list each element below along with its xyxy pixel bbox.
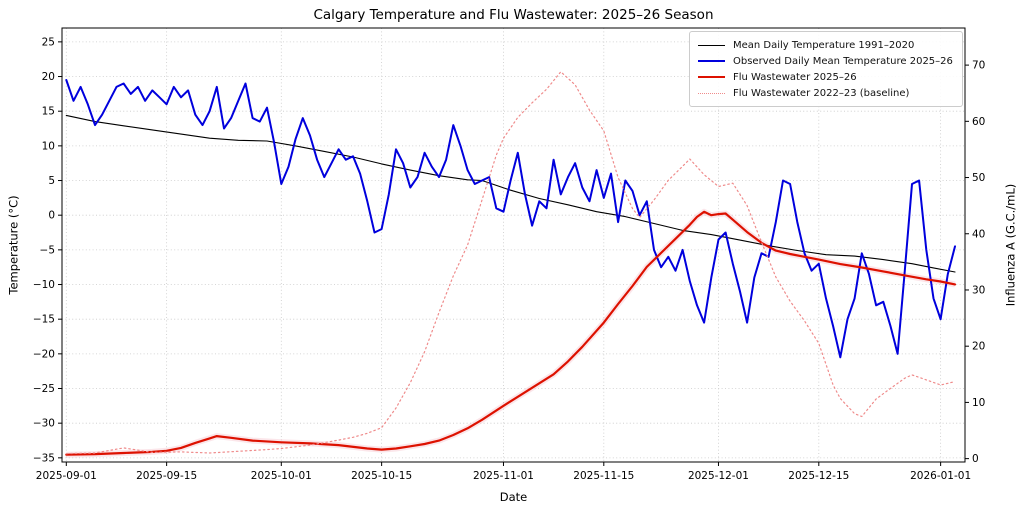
x-tick-label: 2025-09-01 — [36, 470, 97, 482]
y-left-tick-label: −30 — [33, 418, 55, 430]
x-tick-label: 2025-11-01 — [473, 470, 534, 482]
y-left-tick-label: −25 — [33, 383, 55, 395]
y-right-tick-label: 0 — [972, 453, 979, 465]
series-line-observed_temp_2025_26 — [65, 79, 956, 359]
legend-line-sample — [698, 92, 725, 94]
legend: Mean Daily Temperature 1991–2020 Observe… — [689, 31, 963, 107]
y-left-tick-label: 10 — [42, 140, 55, 152]
legend-item: Mean Daily Temperature 1991–2020 — [698, 37, 954, 53]
y-right-tick-label: 20 — [972, 341, 985, 353]
y-left-tick-label: −35 — [33, 452, 55, 464]
y-left-tick-label: 0 — [48, 210, 55, 222]
x-axis-label: Date — [499, 490, 528, 504]
x-tick-label: 2025-11-15 — [573, 470, 634, 482]
series-line-flu_2025_26 — [65, 210, 957, 456]
x-tick-label: 2025-10-15 — [351, 470, 412, 482]
y-left-tick-label: 20 — [42, 71, 55, 83]
y-axis-label-right-wrap: Influenza A (G.C./mL) — [998, 28, 1022, 462]
flu-band — [66, 208, 956, 458]
legend-line-sample — [698, 44, 725, 46]
legend-item-label: Flu Wastewater 2025–26 — [733, 71, 857, 83]
y-right-tick-label: 50 — [972, 172, 985, 184]
y-left-tick-label: 5 — [48, 175, 55, 187]
series-line-mean_temp_1991_2020 — [65, 114, 956, 273]
x-tick-label: 2025-12-01 — [688, 470, 749, 482]
y-axis-label-right: Influenza A (G.C./mL) — [1003, 183, 1018, 307]
y-axis-label-left-wrap: Temperature (°C) — [2, 28, 26, 462]
y-right-tick-label: 70 — [972, 60, 985, 72]
legend-item: Flu Wastewater 2025–26 — [698, 69, 954, 85]
y-right-tick-label: 30 — [972, 284, 985, 296]
y-right-tick-label: 40 — [972, 228, 985, 240]
y-right-tick-label: 60 — [972, 116, 985, 128]
y-left-tick-label: −10 — [33, 279, 55, 291]
chart-title: Calgary Temperature and Flu Wastewater: … — [313, 7, 714, 23]
y-left-tick-label: −5 — [40, 244, 55, 256]
y-right-tick-label: 10 — [972, 397, 985, 409]
y-axis-label-left: Temperature (°C) — [7, 195, 22, 295]
y-left-tick-label: 25 — [42, 36, 55, 48]
y-left-tick-label: −20 — [33, 348, 55, 360]
y-left-tick-label: −15 — [33, 314, 55, 326]
x-tick-label: 2025-12-15 — [788, 470, 849, 482]
x-tick-label: 2025-09-15 — [136, 470, 197, 482]
x-tick-label: 2025-10-01 — [251, 470, 312, 482]
legend-item: Observed Daily Mean Temperature 2025–26 — [698, 53, 954, 69]
legend-line-sample — [698, 76, 725, 78]
legend-item: Flu Wastewater 2022–23 (baseline) — [698, 85, 954, 101]
y-left-tick-label: 15 — [42, 106, 55, 118]
plot-border — [61, 27, 966, 463]
series-line-flu_2022_23_baseline — [65, 71, 956, 455]
x-tick-label: 2026-01-01 — [910, 470, 971, 482]
legend-item-label: Mean Daily Temperature 1991–2020 — [733, 39, 915, 51]
legend-item-label: Observed Daily Mean Temperature 2025–26 — [733, 55, 953, 67]
legend-item-label: Flu Wastewater 2022–23 (baseline) — [733, 87, 910, 99]
legend-line-sample — [698, 60, 725, 62]
